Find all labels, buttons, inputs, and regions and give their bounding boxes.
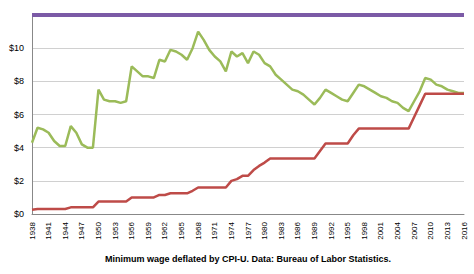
svg-text:2010: 2010 bbox=[426, 221, 435, 239]
svg-text:2016: 2016 bbox=[460, 221, 469, 239]
svg-text:$6: $6 bbox=[14, 110, 24, 120]
svg-text:1965: 1965 bbox=[177, 221, 186, 239]
svg-text:1983: 1983 bbox=[277, 221, 286, 239]
svg-text:1989: 1989 bbox=[310, 221, 319, 239]
svg-text:$8: $8 bbox=[14, 76, 24, 86]
svg-text:$2: $2 bbox=[14, 176, 24, 186]
svg-text:1959: 1959 bbox=[144, 221, 153, 239]
svg-text:$0: $0 bbox=[14, 209, 24, 219]
svg-text:1998: 1998 bbox=[360, 221, 369, 239]
svg-text:2004: 2004 bbox=[393, 221, 402, 239]
svg-text:1953: 1953 bbox=[111, 221, 120, 239]
svg-text:1962: 1962 bbox=[160, 221, 169, 239]
svg-text:1980: 1980 bbox=[260, 221, 269, 239]
svg-text:1941: 1941 bbox=[44, 221, 53, 239]
svg-text:1995: 1995 bbox=[343, 221, 352, 239]
svg-text:1947: 1947 bbox=[77, 221, 86, 239]
svg-text:1968: 1968 bbox=[194, 221, 203, 239]
svg-text:$10: $10 bbox=[9, 43, 24, 53]
svg-text:$4: $4 bbox=[14, 143, 24, 153]
svg-text:2013: 2013 bbox=[443, 221, 452, 239]
svg-text:2007: 2007 bbox=[410, 221, 419, 239]
svg-text:1971: 1971 bbox=[210, 221, 219, 239]
svg-text:1977: 1977 bbox=[244, 221, 253, 239]
svg-text:1956: 1956 bbox=[127, 221, 136, 239]
svg-text:1992: 1992 bbox=[327, 221, 336, 239]
svg-text:1944: 1944 bbox=[61, 221, 70, 239]
svg-text:1938: 1938 bbox=[28, 221, 37, 239]
svg-text:2001: 2001 bbox=[376, 221, 385, 239]
svg-text:1950: 1950 bbox=[94, 221, 103, 239]
svg-text:1986: 1986 bbox=[293, 221, 302, 239]
svg-text:Minimum wage deflated by CPI-U: Minimum wage deflated by CPI-U. Data: Bu… bbox=[105, 254, 391, 264]
svg-text:1974: 1974 bbox=[227, 221, 236, 239]
